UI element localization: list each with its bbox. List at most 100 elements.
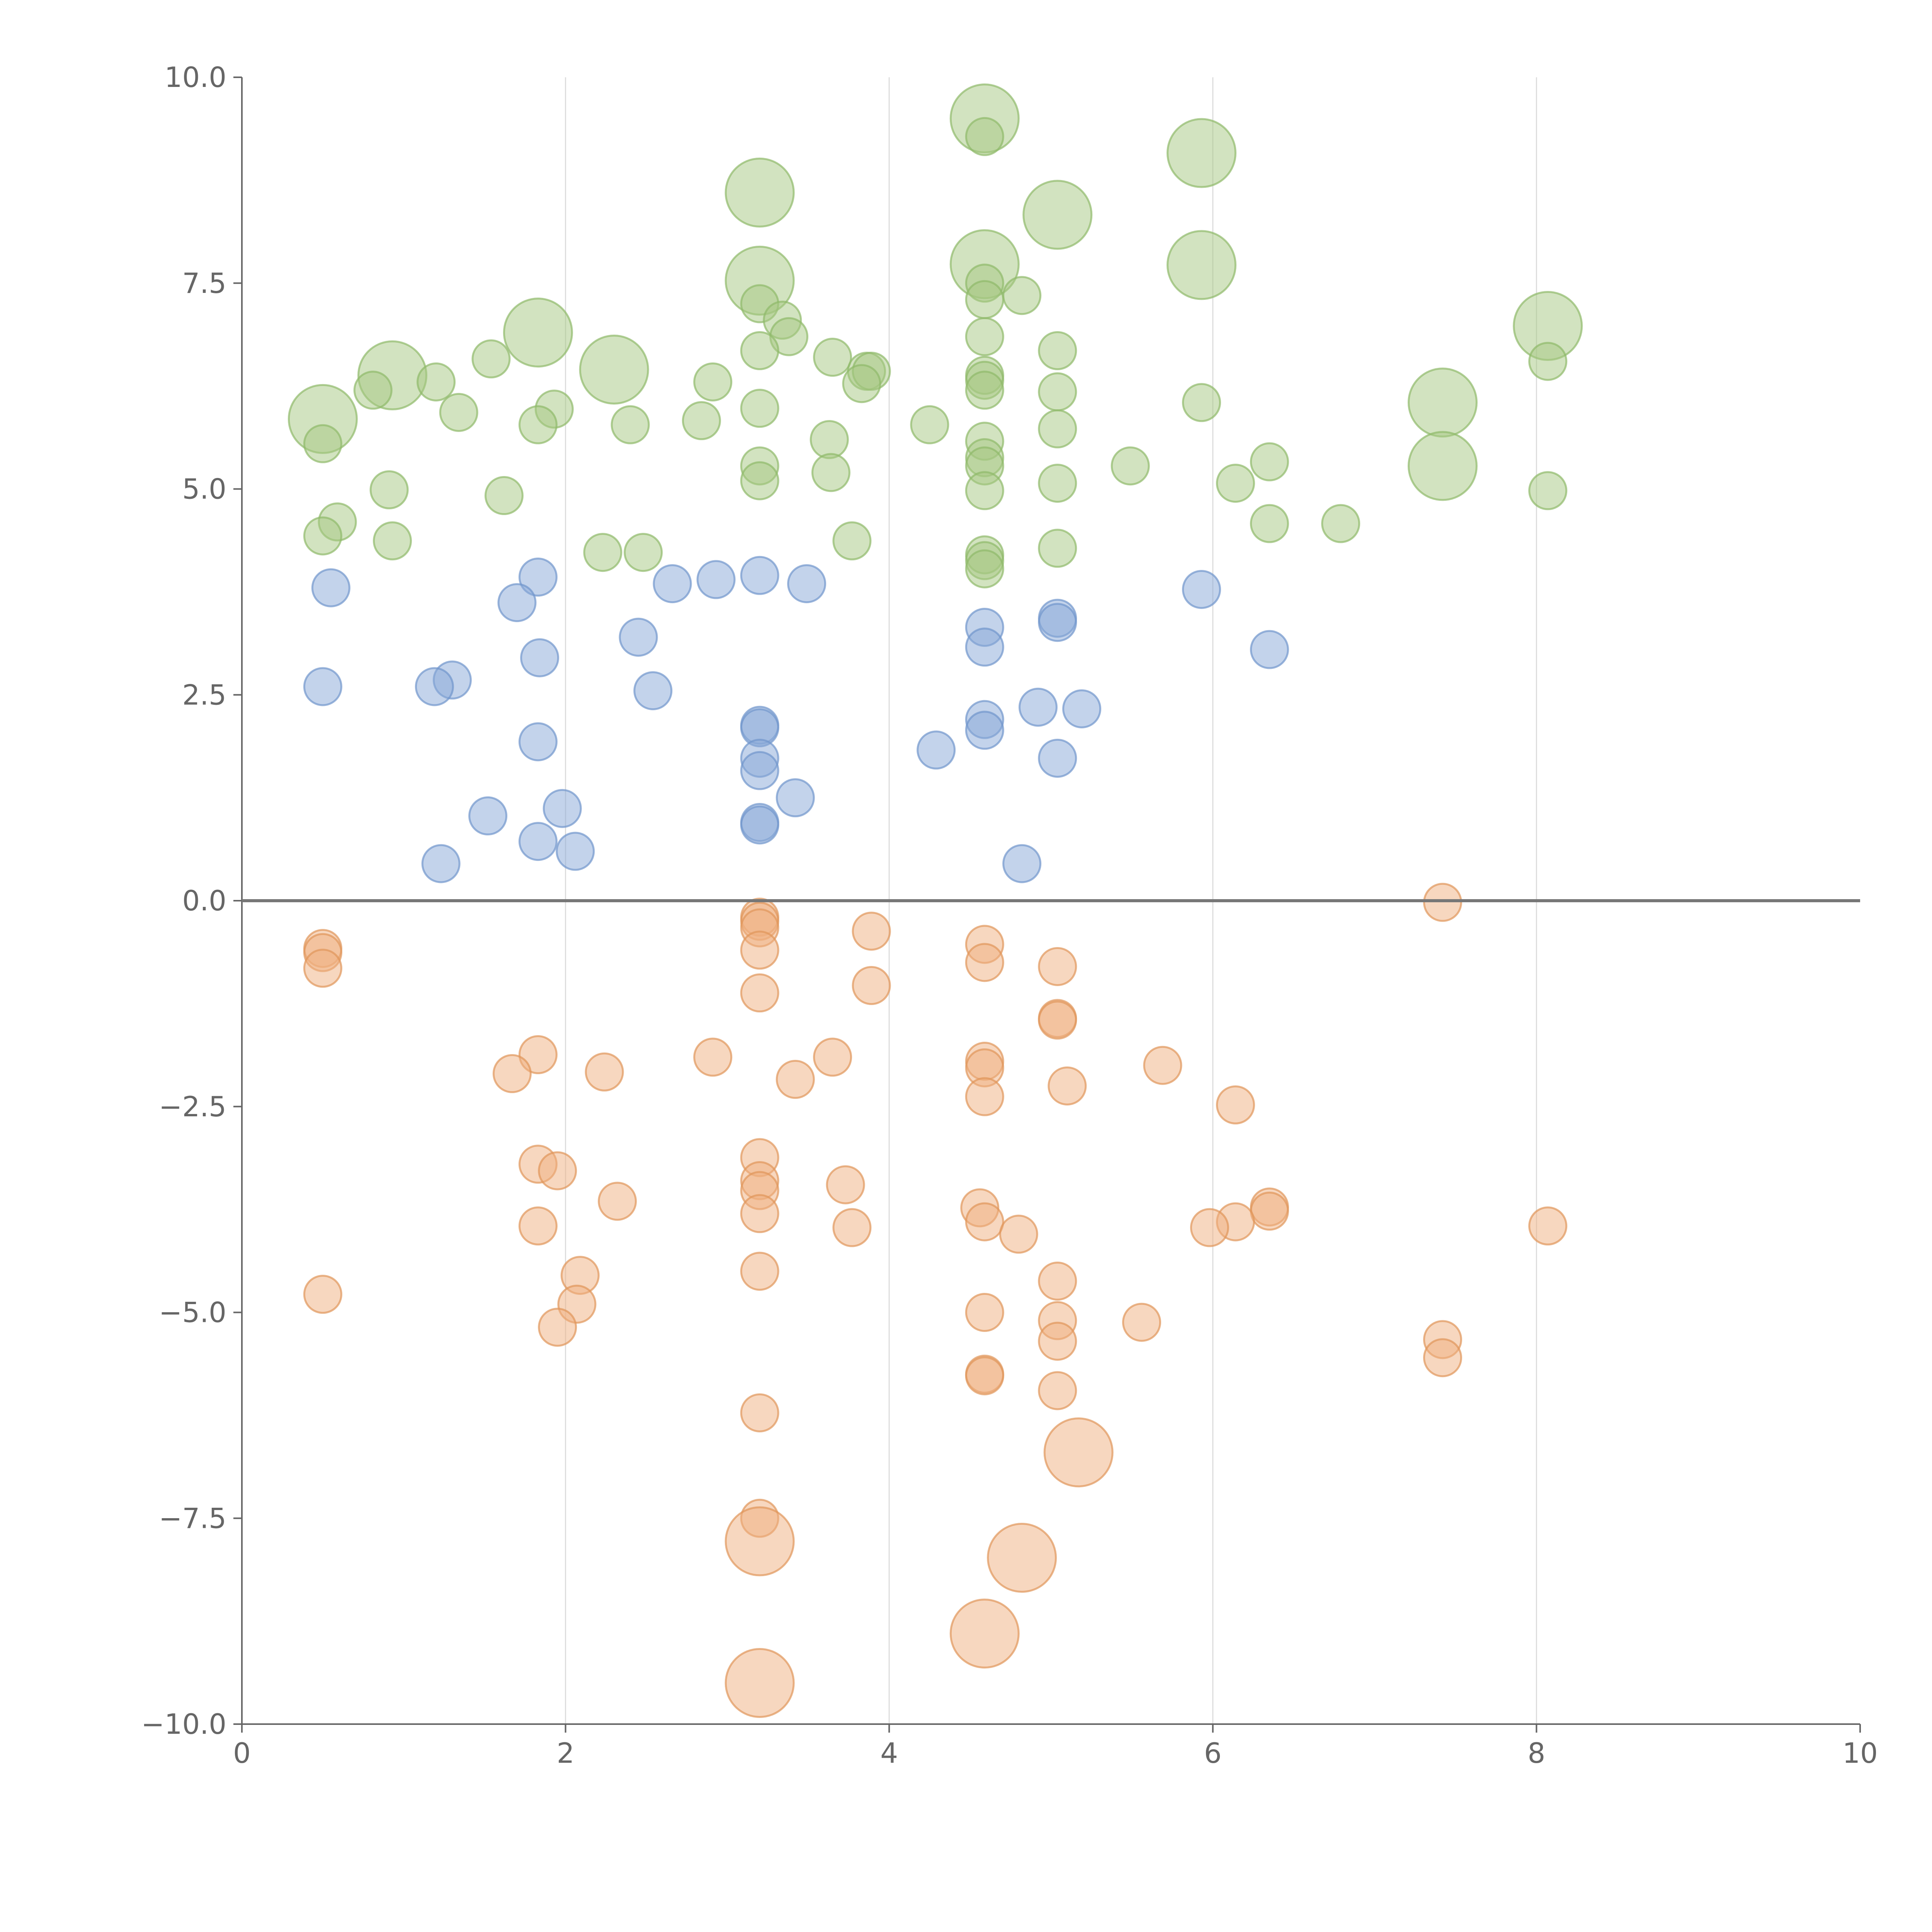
data-point: [1250, 1191, 1289, 1231]
data-point: [949, 1599, 1020, 1669]
data-point: [965, 1293, 1004, 1332]
data-point: [740, 1194, 779, 1233]
data-point: [1038, 1262, 1077, 1301]
data-point: [1122, 1303, 1162, 1342]
data-point: [598, 1182, 637, 1221]
data-point: [1038, 1321, 1077, 1361]
data-point: [633, 671, 673, 711]
data-point: [1048, 1066, 1087, 1105]
data-point: [832, 1208, 872, 1247]
data-point: [1166, 118, 1236, 188]
data-point: [696, 560, 736, 599]
data-point: [693, 1037, 733, 1077]
data-point: [724, 1648, 795, 1718]
data-point: [740, 751, 779, 790]
data-point: [740, 461, 779, 500]
data-point: [965, 117, 1004, 156]
data-point: [303, 424, 342, 463]
data-point: [1528, 342, 1568, 381]
data-point: [965, 471, 1004, 510]
data-point: [556, 832, 595, 871]
data-point: [653, 564, 692, 604]
data-point: [1043, 1417, 1114, 1488]
data-point: [1002, 276, 1042, 315]
data-point: [538, 1308, 577, 1347]
data-point: [1216, 464, 1255, 503]
data-point: [624, 533, 663, 572]
data-point: [1166, 230, 1236, 300]
data-point: [518, 405, 558, 444]
data-point: [1018, 687, 1058, 727]
data-point: [1038, 947, 1077, 986]
series-2: [303, 883, 1568, 1718]
data-point: [740, 556, 779, 595]
data-point: [439, 393, 478, 432]
data-point: [965, 317, 1004, 356]
data-point: [740, 389, 779, 428]
data-point: [910, 405, 949, 444]
data-point: [1423, 883, 1462, 922]
data-point: [421, 844, 461, 883]
data-point: [813, 338, 852, 377]
data-point: [776, 1060, 815, 1099]
data-point: [999, 1214, 1038, 1254]
data-point: [965, 1202, 1004, 1242]
data-point: [1321, 504, 1361, 543]
y-tick-label: −10.0: [141, 1708, 226, 1740]
y-tick-label: −5.0: [159, 1296, 226, 1329]
series-1: [303, 556, 1289, 883]
data-point: [1038, 529, 1077, 568]
data-point: [740, 331, 779, 370]
y-tick-label: 7.5: [182, 267, 226, 299]
data-point: [585, 1052, 624, 1092]
data-point: [417, 362, 456, 401]
data-point: [1182, 383, 1221, 422]
data-point: [1216, 1085, 1255, 1124]
data-point: [303, 667, 342, 706]
data-point: [813, 1037, 852, 1077]
data-point: [1143, 1046, 1182, 1085]
y-tick-label: 5.0: [182, 473, 226, 505]
x-tick-label: 4: [880, 1737, 898, 1769]
data-point: [1250, 630, 1289, 669]
data-point: [538, 1151, 577, 1190]
y-tick-label: 0.0: [182, 884, 226, 917]
data-point: [468, 796, 508, 836]
data-point: [1062, 689, 1102, 728]
data-point: [579, 335, 649, 405]
data-point: [965, 549, 1004, 588]
data-point: [1038, 738, 1077, 778]
data-point: [917, 730, 956, 770]
data-point: [826, 1165, 865, 1204]
x-tick-label: 8: [1527, 1737, 1545, 1769]
data-point: [787, 564, 827, 604]
data-point: [1038, 1000, 1077, 1040]
y-tick-label: −7.5: [159, 1502, 226, 1534]
series-0: [287, 83, 1583, 588]
data-point: [740, 930, 779, 970]
data-point: [724, 157, 795, 228]
data-point: [311, 568, 350, 607]
data-point: [740, 1393, 779, 1432]
data-point: [1038, 1371, 1077, 1410]
x-tick-label: 2: [557, 1737, 575, 1769]
data-point: [303, 516, 342, 556]
data-point: [303, 949, 342, 988]
data-point: [987, 1523, 1057, 1593]
data-point: [1407, 431, 1478, 501]
data-point: [1038, 409, 1077, 449]
x-tick-label: 6: [1204, 1737, 1222, 1769]
y-tick-label: 10.0: [165, 61, 226, 94]
data-point: [965, 371, 1004, 410]
data-point: [1002, 844, 1042, 883]
data-point: [1111, 446, 1150, 486]
data-point: [583, 533, 622, 572]
data-point: [1038, 372, 1077, 412]
data-point: [740, 1252, 779, 1291]
data-point: [682, 401, 721, 440]
data-point: [965, 280, 1004, 319]
data-point: [1250, 504, 1289, 543]
data-point: [965, 1356, 1004, 1396]
tick-labels: 0 2 4 6 8 10 −10.0 −7.5 −5.0 −2.5 0.0 2.5 5.0 7.5 10.0: [141, 61, 1878, 1769]
